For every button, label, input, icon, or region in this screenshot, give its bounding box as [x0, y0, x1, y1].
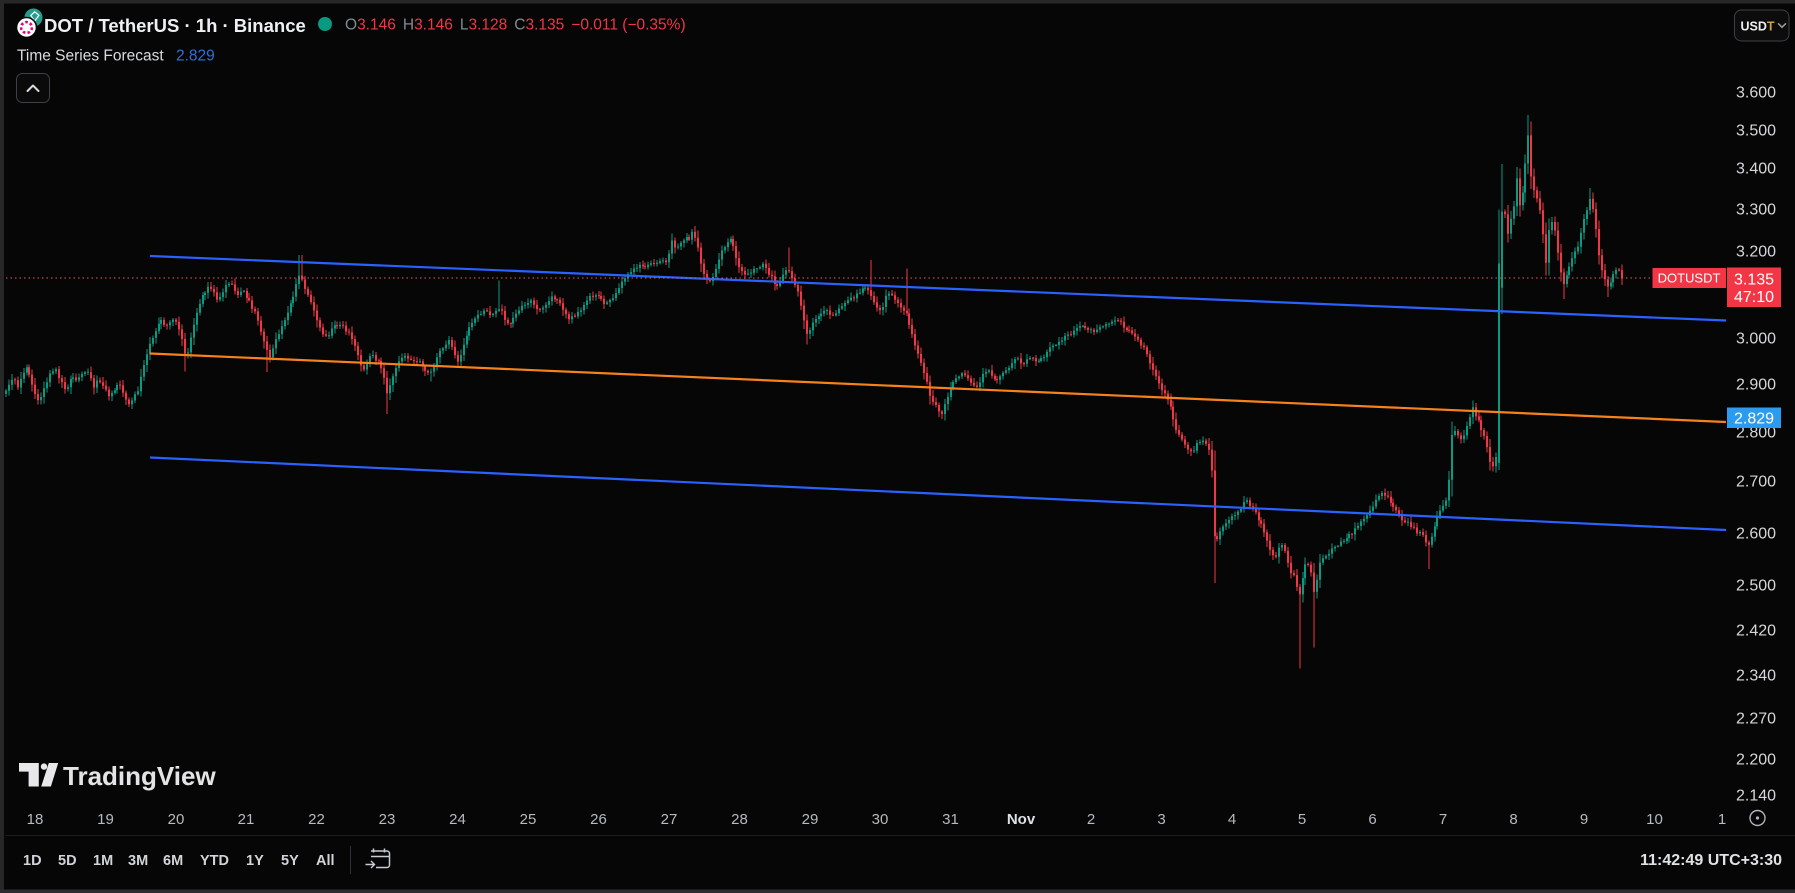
svg-text:2.500: 2.500	[1736, 578, 1776, 595]
svg-text:DOTUSDT: DOTUSDT	[1658, 271, 1721, 286]
svg-text:26: 26	[590, 811, 607, 828]
svg-text:2.340: 2.340	[1736, 668, 1776, 685]
svg-text:19: 19	[97, 811, 114, 828]
svg-text:27: 27	[661, 811, 678, 828]
svg-text:2.800: 2.800	[1736, 425, 1776, 442]
svg-text:4: 4	[1228, 811, 1236, 828]
svg-text:USDT: USDT	[1741, 20, 1775, 34]
svg-text:5D: 5D	[58, 853, 77, 869]
svg-text:2.900: 2.900	[1736, 377, 1776, 394]
svg-text:21: 21	[238, 811, 255, 828]
svg-text:23: 23	[379, 811, 396, 828]
svg-text:31: 31	[942, 811, 959, 828]
svg-text:1: 1	[1718, 811, 1726, 828]
svg-text:3M: 3M	[128, 853, 148, 869]
svg-text:2.829: 2.829	[176, 48, 215, 65]
svg-text:3.400: 3.400	[1736, 161, 1776, 178]
svg-text:8: 8	[1509, 811, 1517, 828]
svg-text:22: 22	[308, 811, 325, 828]
svg-text:TradingView: TradingView	[63, 761, 216, 791]
svg-text:5Y: 5Y	[281, 853, 299, 869]
svg-text:28: 28	[731, 811, 748, 828]
svg-text:2.270: 2.270	[1736, 711, 1776, 728]
svg-text:29: 29	[802, 811, 819, 828]
svg-text:30: 30	[872, 811, 889, 828]
svg-text:9: 9	[1580, 811, 1588, 828]
svg-text:3.200: 3.200	[1736, 244, 1776, 261]
svg-text:25: 25	[520, 811, 537, 828]
svg-text:2.420: 2.420	[1736, 623, 1776, 640]
svg-text:24: 24	[449, 811, 466, 828]
svg-text:2.600: 2.600	[1736, 526, 1776, 543]
svg-text:2.140: 2.140	[1736, 788, 1776, 805]
svg-text:3.000: 3.000	[1736, 331, 1776, 348]
svg-text:3.135: 3.135	[1734, 272, 1774, 289]
svg-text:Time Series Forecast: Time Series Forecast	[17, 48, 164, 65]
svg-text:DOT / TetherUS · 1h · Binance: DOT / TetherUS · 1h · Binance	[44, 15, 306, 36]
svg-text:1M: 1M	[93, 853, 113, 869]
svg-text:5: 5	[1298, 811, 1306, 828]
svg-text:1Y: 1Y	[246, 853, 264, 869]
svg-text:2: 2	[1087, 811, 1095, 828]
svg-text:All: All	[316, 853, 335, 869]
svg-text:2.700: 2.700	[1736, 474, 1776, 491]
svg-text:6: 6	[1368, 811, 1376, 828]
svg-text:YTD: YTD	[200, 853, 229, 869]
svg-text:3.300: 3.300	[1736, 202, 1776, 219]
svg-text:3.500: 3.500	[1736, 123, 1776, 140]
svg-text:10: 10	[1646, 811, 1663, 828]
svg-text:1D: 1D	[23, 853, 42, 869]
svg-text:7: 7	[1439, 811, 1447, 828]
svg-text:47:10: 47:10	[1734, 289, 1774, 306]
svg-text:3.600: 3.600	[1736, 85, 1776, 102]
svg-text:Nov: Nov	[1007, 811, 1036, 828]
svg-text:2.200: 2.200	[1736, 752, 1776, 769]
svg-text:20: 20	[168, 811, 185, 828]
svg-text:11:42:49 UTC+3:30: 11:42:49 UTC+3:30	[1640, 852, 1782, 869]
svg-text:18: 18	[27, 811, 44, 828]
svg-text:3: 3	[1157, 811, 1165, 828]
svg-text:6M: 6M	[163, 853, 183, 869]
svg-text:2.829: 2.829	[1734, 411, 1774, 428]
